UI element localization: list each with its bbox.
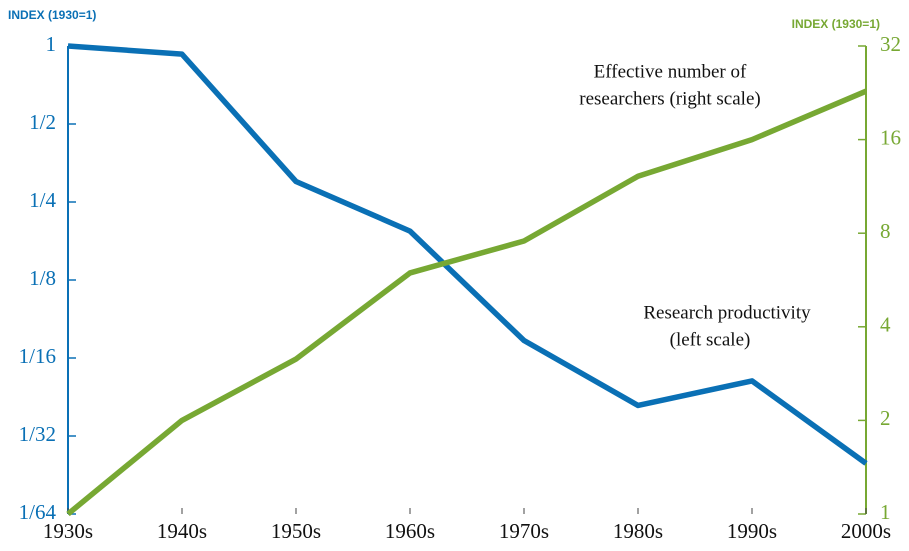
y2-tick-label: 32	[880, 32, 901, 56]
series-line	[66, 88, 868, 517]
x-tick-label: 1950s	[271, 519, 321, 543]
y2-tick-label: 4	[880, 313, 891, 337]
x-tick-label: 2000s	[841, 519, 891, 543]
y2-axis-label: INDEX (1930=1)	[792, 17, 880, 31]
series-line	[67, 43, 868, 466]
annotation: (left scale)	[670, 329, 751, 350]
y-tick-label: 1/64	[19, 500, 57, 524]
y-tick-label: 1/16	[19, 344, 56, 368]
y2-tick-label: 1	[880, 500, 891, 524]
x-tick-label: 1940s	[157, 519, 207, 543]
y-tick-label: 1/8	[29, 266, 56, 290]
x-tick-label: 1970s	[499, 519, 549, 543]
x-tick-label: 1960s	[385, 519, 435, 543]
y-tick-label: 1/32	[19, 422, 56, 446]
y2-tick-label: 2	[880, 406, 891, 430]
x-tick-label: 1930s	[43, 519, 93, 543]
y2-tick-label: 16	[880, 125, 901, 149]
x-tick-label: 1980s	[613, 519, 663, 543]
annotation: Research productivity	[643, 302, 811, 323]
y-axis-label: INDEX (1930=1)	[8, 8, 96, 22]
annotation: researchers (right scale)	[579, 88, 760, 109]
y-tick-label: 1/2	[29, 110, 56, 134]
y-tick-label: 1	[46, 32, 57, 56]
y-tick-label: 1/4	[29, 188, 56, 212]
y2-tick-label: 8	[880, 219, 891, 243]
x-tick-label: 1990s	[727, 519, 777, 543]
annotation: Effective number of	[594, 61, 747, 82]
